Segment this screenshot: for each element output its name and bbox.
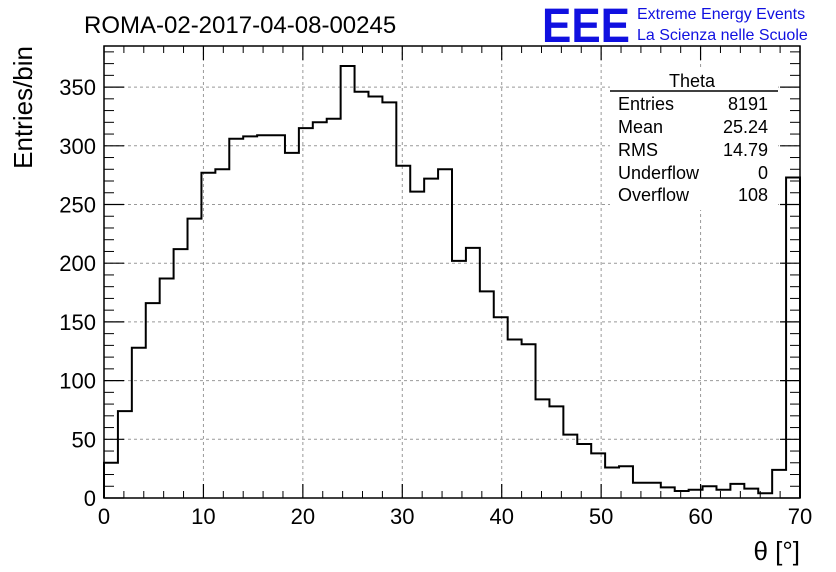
y-axis-label: Entries/bin [8, 46, 38, 169]
histogram-bin [271, 135, 285, 498]
histogram-bin [104, 463, 118, 498]
histogram-bin [327, 119, 341, 498]
y-tick-labels: 0 50 100 150 200 250 300 350 [59, 75, 96, 511]
stats-entries-label: Entries [618, 94, 674, 114]
x-axis-label: θ [°] [753, 536, 800, 566]
logo-mark: EEE [542, 0, 630, 53]
histogram-bin [619, 466, 633, 498]
histogram-bin [577, 444, 591, 498]
y-tick-label: 300 [59, 134, 96, 159]
stats-rms-label: RMS [618, 140, 658, 160]
histogram-bin [452, 261, 466, 498]
histogram-bin [355, 92, 369, 498]
histogram-bin [633, 483, 647, 498]
histogram-bin [118, 411, 132, 498]
histogram-bin [188, 219, 202, 498]
y-tick-label: 100 [59, 369, 96, 394]
histogram-bin [675, 491, 689, 498]
axis-ticks [103, 46, 801, 499]
x-tick-label: 20 [291, 504, 315, 529]
stats-overflow-value: 108 [738, 185, 768, 205]
x-tick-labels: 0 10 20 30 40 50 60 70 [98, 504, 812, 529]
histogram-bin [508, 340, 522, 498]
histogram-bin [174, 249, 188, 498]
histogram-bin [703, 486, 717, 498]
histogram-bin [522, 344, 536, 498]
stats-mean-label: Mean [618, 117, 663, 137]
stats-overflow-label: Overflow [618, 185, 690, 205]
histogram-bin [536, 399, 550, 498]
y-tick-label: 350 [59, 75, 96, 100]
histogram-bin [661, 487, 675, 498]
histogram-line [103, 64, 801, 498]
histogram-bin [758, 493, 772, 498]
histogram-bin [605, 467, 619, 498]
histogram-bin [424, 179, 438, 498]
logo-line-1: Extreme Energy Events [637, 6, 805, 23]
histogram-bin [299, 128, 313, 498]
y-tick-label: 50 [72, 427, 96, 452]
x-tick-label: 30 [390, 504, 414, 529]
x-tick-label: 40 [489, 504, 513, 529]
histogram-bin [786, 177, 800, 498]
histogram-bin [716, 490, 730, 498]
x-tick-label: 70 [788, 504, 812, 529]
histogram-bin [257, 135, 271, 498]
histogram-bin [549, 406, 563, 498]
x-tick-label: 50 [589, 504, 613, 529]
y-tick-label: 200 [59, 251, 96, 276]
histogram-bin [229, 139, 243, 498]
histogram-bin [480, 291, 494, 498]
histogram-bin [132, 348, 146, 498]
histogram-bin [438, 169, 452, 498]
histogram-bin [160, 278, 174, 498]
x-tick-label: 10 [191, 504, 215, 529]
logo-line-2: La Scienza nelle Scuole [637, 27, 808, 44]
x-tick-label: 0 [98, 504, 110, 529]
histogram-bin [466, 248, 480, 498]
y-tick-label: 0 [84, 486, 96, 511]
histogram-bin [146, 303, 160, 498]
y-tick-label: 250 [59, 192, 96, 217]
histogram-bin [494, 317, 508, 498]
histogram-bin [382, 102, 396, 498]
histogram-bin [730, 484, 744, 498]
histogram-bin [744, 489, 758, 498]
histogram-bin [243, 136, 257, 498]
x-tick-label: 60 [688, 504, 712, 529]
histogram-bin [285, 153, 299, 498]
plot-frame [103, 45, 801, 499]
histogram-bin [410, 192, 424, 498]
stats-box: Theta Entries 8191 Mean 25.24 RMS 14.79 … [610, 70, 778, 210]
histogram-bin [647, 483, 661, 498]
histogram-bin [689, 490, 703, 498]
histogram-bin [201, 173, 215, 498]
stats-rms-value: 14.79 [723, 140, 768, 160]
histogram-bin [591, 453, 605, 498]
eee-logo: EEE Extreme Energy Events La Scienza nel… [542, 0, 808, 53]
stats-mean-value: 25.24 [723, 117, 768, 137]
y-tick-label: 150 [59, 310, 96, 335]
stats-underflow-value: 0 [758, 163, 768, 183]
histogram-bin [368, 96, 382, 498]
histogram-bin [563, 435, 577, 498]
histogram-bin [396, 166, 410, 498]
stats-underflow-label: Underflow [618, 163, 700, 183]
stats-title: Theta [669, 71, 716, 91]
histogram-bin [313, 122, 327, 498]
histogram-bin [341, 66, 355, 498]
stats-entries-value: 8191 [728, 94, 768, 114]
chart-title: ROMA-02-2017-04-08-00245 [84, 12, 396, 39]
histogram-bin [772, 470, 786, 498]
histogram-bin [215, 169, 229, 498]
